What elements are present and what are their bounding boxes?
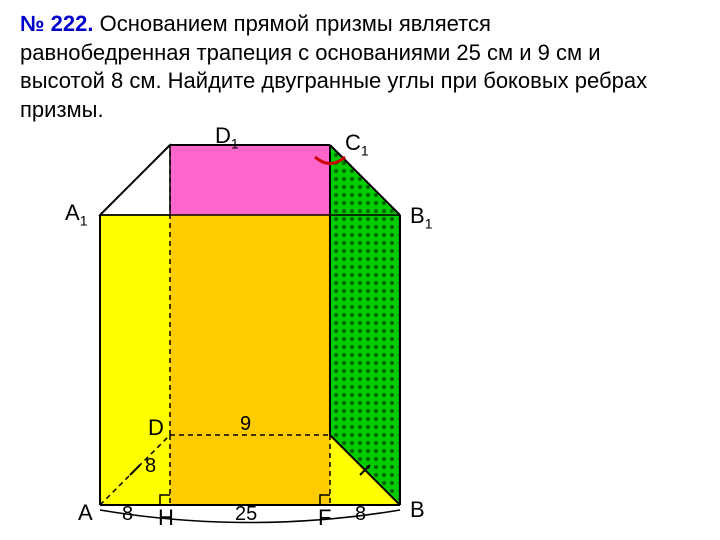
dim-9: 9: [240, 413, 251, 436]
dim-left-8: 8: [122, 503, 133, 526]
label-B: B: [410, 497, 425, 523]
problem-statement: № 222. Основанием прямой призмы является…: [20, 10, 700, 124]
text-line-3: высотой 8 см. Найдите двугранные углы пр…: [20, 68, 647, 93]
label-C1: C1: [345, 130, 369, 158]
label-A: A: [78, 500, 93, 526]
top-back-face: [170, 145, 330, 215]
dim-right-8: 8: [355, 503, 366, 526]
problem-number: № 222.: [20, 11, 93, 36]
front-middle-face: [170, 215, 330, 505]
text-line-2: равнобедренная трапеция с основаниями 25…: [20, 40, 601, 65]
dim-height-8: 8: [145, 455, 156, 478]
label-A1: A1: [65, 200, 87, 228]
text-line-4: призмы.: [20, 97, 104, 122]
label-H: H: [158, 505, 174, 531]
dim-25: 25: [235, 503, 257, 526]
label-F: F: [318, 505, 331, 531]
prism-diagram: D1 C1 A1 B1 D A B H F 9 8 8 8 25: [60, 135, 460, 535]
label-D1: D1: [215, 123, 239, 151]
text-line-1: Основанием прямой призмы является: [100, 11, 491, 36]
label-D: D: [148, 415, 164, 441]
label-B1: B1: [410, 203, 432, 231]
